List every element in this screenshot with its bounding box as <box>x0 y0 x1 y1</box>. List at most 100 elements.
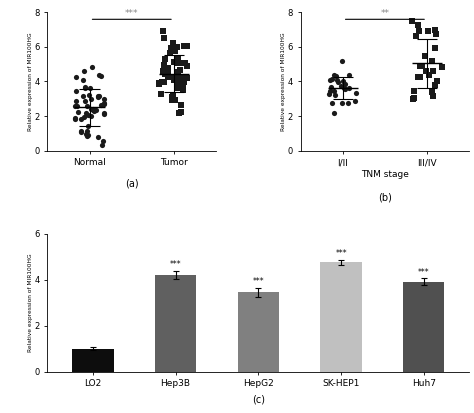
Point <box>171 76 179 82</box>
Point <box>180 43 188 50</box>
Point <box>428 57 436 64</box>
Point <box>183 75 191 81</box>
Point <box>159 28 167 35</box>
Point <box>429 68 437 74</box>
Point <box>171 58 178 65</box>
Point <box>173 81 181 87</box>
Point <box>338 100 346 107</box>
Point <box>155 81 163 87</box>
Point <box>410 95 418 102</box>
Point <box>73 103 81 110</box>
Point <box>335 79 342 85</box>
Point <box>94 93 101 100</box>
Point <box>177 102 185 108</box>
Point <box>72 115 79 122</box>
Point <box>328 76 336 83</box>
Point <box>81 84 89 91</box>
Point <box>419 63 426 70</box>
Point <box>414 74 422 80</box>
Text: ***: *** <box>253 277 264 286</box>
Point <box>84 132 92 138</box>
Point <box>83 133 91 139</box>
Point <box>160 62 168 69</box>
Point <box>100 100 108 106</box>
Point <box>84 102 91 109</box>
Point <box>80 114 88 121</box>
Point <box>84 123 91 130</box>
Point <box>428 88 436 95</box>
Point <box>88 113 95 120</box>
Point <box>180 86 187 93</box>
Title: (a): (a) <box>125 178 138 188</box>
Point <box>77 129 85 135</box>
Point <box>95 93 102 99</box>
Bar <box>155 275 196 372</box>
Point <box>333 73 340 80</box>
Point <box>83 128 91 134</box>
Point <box>433 78 440 85</box>
Point <box>72 115 79 122</box>
Point <box>174 59 182 66</box>
Point <box>179 82 186 89</box>
Point <box>100 109 108 116</box>
Point <box>73 74 80 81</box>
Point <box>333 77 341 84</box>
Point <box>422 68 430 74</box>
Point <box>155 80 163 86</box>
Point <box>89 105 97 112</box>
Point <box>161 79 168 85</box>
Point <box>78 116 85 123</box>
Point <box>86 85 94 91</box>
Text: ***: *** <box>335 249 347 259</box>
Y-axis label: Relative expression of MIR100HG: Relative expression of MIR100HG <box>28 253 33 352</box>
X-axis label: TNM stage: TNM stage <box>361 170 409 179</box>
Point <box>339 77 347 84</box>
Text: ***: *** <box>125 9 138 19</box>
Point <box>340 85 348 92</box>
Bar <box>237 292 279 372</box>
Point <box>162 71 169 78</box>
Point <box>81 97 88 104</box>
Point <box>161 55 169 62</box>
Point <box>100 110 108 117</box>
Point <box>172 73 180 80</box>
Point <box>183 63 191 70</box>
Point <box>416 63 424 69</box>
Point <box>82 131 90 138</box>
Point <box>73 88 80 95</box>
Text: ***: *** <box>170 260 182 269</box>
Point <box>431 82 438 88</box>
Point <box>170 77 178 83</box>
Point <box>438 64 446 71</box>
Point <box>169 91 177 98</box>
Y-axis label: Relative expression of MIR100HG: Relative expression of MIR100HG <box>281 32 286 131</box>
Point <box>160 68 167 75</box>
Point <box>337 82 345 89</box>
Point <box>409 18 416 24</box>
Point <box>97 73 105 80</box>
Point <box>171 75 178 82</box>
Point <box>432 31 440 37</box>
Point <box>183 43 191 49</box>
Point <box>421 53 429 59</box>
Point <box>85 92 93 99</box>
Point <box>79 77 86 84</box>
Point <box>164 65 172 71</box>
Point <box>412 32 420 39</box>
Point <box>345 85 353 92</box>
Point <box>74 109 82 116</box>
Point <box>98 142 105 149</box>
Text: ***: *** <box>418 268 429 277</box>
Point <box>164 74 172 81</box>
Point <box>345 100 352 106</box>
Point <box>177 78 184 85</box>
Point <box>180 79 187 85</box>
Point <box>425 28 432 35</box>
Point <box>431 45 439 52</box>
Point <box>180 77 188 83</box>
Point <box>157 91 164 97</box>
Point <box>158 79 165 86</box>
Point <box>352 98 359 104</box>
Point <box>181 60 189 66</box>
Point <box>100 100 108 107</box>
